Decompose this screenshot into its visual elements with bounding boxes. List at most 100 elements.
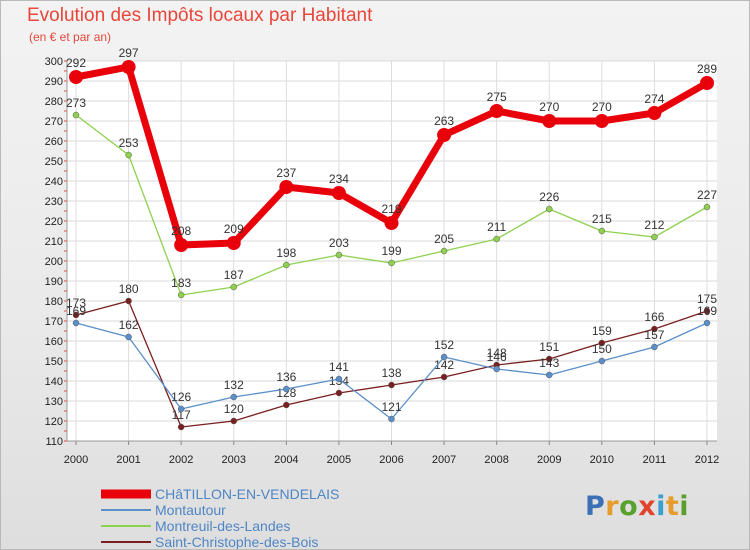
data-point — [283, 261, 290, 269]
data-point — [230, 283, 237, 291]
data-label: 151 — [539, 340, 559, 354]
y-tick-label: 160 — [45, 336, 63, 348]
data-point — [703, 307, 711, 315]
data-point — [125, 297, 132, 305]
data-point — [546, 371, 553, 379]
data-label: 274 — [644, 92, 664, 106]
x-tick-label: 2010 — [590, 454, 614, 466]
data-label: 159 — [592, 324, 612, 338]
data-label: 253 — [119, 136, 139, 150]
y-tick-label: 300 — [45, 56, 63, 68]
data-point — [437, 128, 452, 142]
data-point — [331, 186, 346, 200]
data-label: 297 — [119, 46, 139, 60]
legend-swatch-chatillon — [101, 489, 151, 499]
data-label: 289 — [697, 62, 717, 76]
data-label: 126 — [171, 390, 191, 404]
data-point — [121, 60, 136, 74]
data-label: 146 — [487, 350, 507, 364]
data-point — [651, 343, 658, 351]
data-point — [177, 423, 185, 431]
data-label: 173 — [66, 296, 86, 310]
data-label: 270 — [592, 100, 612, 114]
data-point — [177, 405, 185, 413]
data-point — [440, 373, 448, 381]
data-label: 180 — [119, 282, 139, 296]
x-tick-label: 2003 — [222, 454, 246, 466]
data-label: 226 — [539, 190, 559, 204]
y-tick-label: 250 — [45, 156, 63, 168]
data-label: 136 — [276, 370, 296, 384]
data-label: 199 — [381, 244, 401, 258]
data-point — [647, 106, 662, 120]
data-label: 169 — [66, 304, 86, 318]
data-point — [546, 205, 553, 213]
data-point — [226, 236, 241, 250]
data-label: 138 — [381, 366, 401, 380]
data-point — [703, 319, 711, 327]
data-label: 273 — [66, 96, 86, 110]
data-label: 117 — [172, 408, 191, 422]
data-point — [388, 415, 395, 423]
logo-letter: x — [638, 491, 657, 522]
x-tick-label: 2011 — [643, 454, 667, 466]
data-label: 175 — [697, 292, 717, 306]
x-tick-label: 2005 — [327, 454, 351, 466]
data-label: 292 — [66, 56, 86, 70]
x-tick-label: 2012 — [695, 454, 719, 466]
x-tick-label: 2006 — [379, 454, 403, 466]
data-point — [546, 355, 553, 363]
data-label: 162 — [119, 318, 139, 332]
y-tick-label: 230 — [45, 196, 63, 208]
data-point — [335, 375, 343, 383]
data-point — [493, 235, 500, 243]
data-label: 152 — [434, 338, 454, 352]
y-tick-label: 200 — [45, 256, 63, 268]
y-tick-label: 140 — [45, 376, 63, 388]
data-label: 205 — [434, 232, 454, 246]
data-label: 121 — [381, 400, 401, 414]
data-point — [651, 233, 658, 241]
data-point — [335, 389, 343, 397]
data-label: 132 — [224, 378, 244, 392]
data-label: 141 — [329, 360, 349, 374]
y-tick-label: 180 — [45, 296, 63, 308]
data-point — [489, 104, 504, 118]
data-point — [72, 111, 80, 119]
legend-label-montautour: Montautour — [155, 502, 226, 518]
data-label: 215 — [592, 212, 612, 226]
data-point — [230, 417, 237, 425]
data-point — [174, 238, 189, 252]
data-point — [125, 333, 132, 341]
y-tick-label: 260 — [45, 136, 63, 148]
data-label: 169 — [697, 304, 717, 318]
x-tick-label: 2000 — [64, 454, 88, 466]
data-label: 120 — [224, 402, 244, 416]
legend-swatch-montautour — [101, 509, 151, 511]
data-point — [651, 325, 658, 333]
y-tick-label: 110 — [45, 436, 63, 448]
data-point — [598, 339, 606, 347]
data-label: 227 — [697, 188, 717, 202]
data-point — [440, 353, 448, 361]
legend-swatch-montreuil — [101, 525, 151, 527]
data-point — [69, 70, 83, 84]
legend-label-saint-christophe: Saint-Christophe-des-Bois — [155, 534, 319, 550]
data-label: 143 — [539, 356, 559, 370]
data-point — [72, 311, 80, 319]
x-tick-label: 2008 — [484, 454, 508, 466]
logo-letter: P — [585, 491, 606, 522]
data-point — [598, 227, 606, 235]
y-tick-label: 240 — [45, 176, 63, 188]
chart-title: Evolution des Impôts locaux par Habitant — [27, 5, 373, 26]
y-tick-label: 150 — [45, 356, 63, 368]
x-tick-label: 2007 — [432, 454, 456, 466]
y-tick-label: 190 — [45, 276, 63, 288]
data-point — [230, 393, 237, 401]
data-label: 275 — [487, 90, 507, 104]
data-label: 142 — [434, 358, 454, 372]
y-tick-label: 270 — [45, 116, 63, 128]
data-point — [700, 76, 714, 90]
data-point — [388, 381, 395, 389]
